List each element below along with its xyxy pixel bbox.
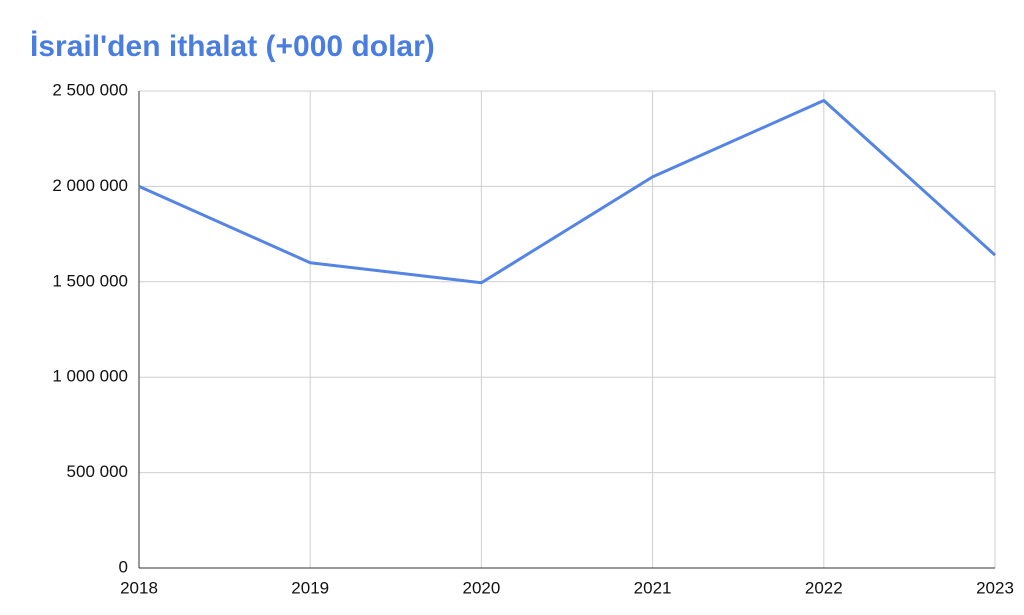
y-tick-label: 1 000 000 xyxy=(52,367,128,386)
y-tick-label: 2 500 000 xyxy=(52,80,128,99)
y-tick-label: 0 xyxy=(119,557,128,576)
y-tick-label: 1 500 000 xyxy=(52,271,128,290)
x-tick-label: 2019 xyxy=(291,578,329,597)
x-tick-label: 2020 xyxy=(462,578,500,597)
x-tick-label: 2023 xyxy=(976,578,1014,597)
chart-title: İsrail'den ithalat (+000 dolar) xyxy=(30,30,435,63)
y-tick-label: 500 000 xyxy=(67,462,128,481)
y-tick-label: 2 000 000 xyxy=(52,176,128,195)
x-tick-label: 2018 xyxy=(120,578,158,597)
x-tick-label: 2021 xyxy=(634,578,672,597)
x-tick-label: 2022 xyxy=(805,578,843,597)
data-line xyxy=(138,99,997,285)
